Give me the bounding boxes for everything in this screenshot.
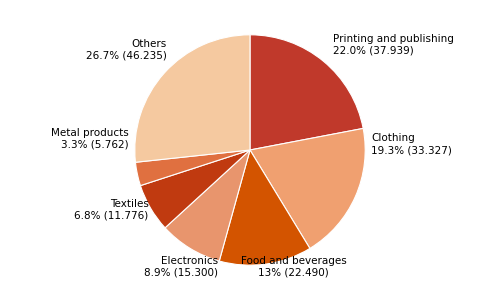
Text: Textiles
6.8% (11.776): Textiles 6.8% (11.776): [74, 199, 148, 221]
Wedge shape: [140, 150, 250, 228]
Text: Electronics
8.9% (15.300): Electronics 8.9% (15.300): [144, 256, 218, 278]
Text: Clothing
19.3% (33.327): Clothing 19.3% (33.327): [371, 134, 452, 155]
Wedge shape: [250, 35, 363, 150]
Text: Printing and publishing
22.0% (37.939): Printing and publishing 22.0% (37.939): [333, 34, 454, 56]
Wedge shape: [165, 150, 250, 261]
Wedge shape: [135, 35, 250, 162]
Text: Others
26.7% (46.235): Others 26.7% (46.235): [86, 38, 167, 60]
Wedge shape: [220, 150, 310, 265]
Text: Metal products
3.3% (5.762): Metal products 3.3% (5.762): [52, 128, 129, 149]
Wedge shape: [250, 128, 365, 248]
Text: Food and beverages
13% (22.490): Food and beverages 13% (22.490): [241, 256, 346, 278]
Wedge shape: [136, 150, 250, 186]
